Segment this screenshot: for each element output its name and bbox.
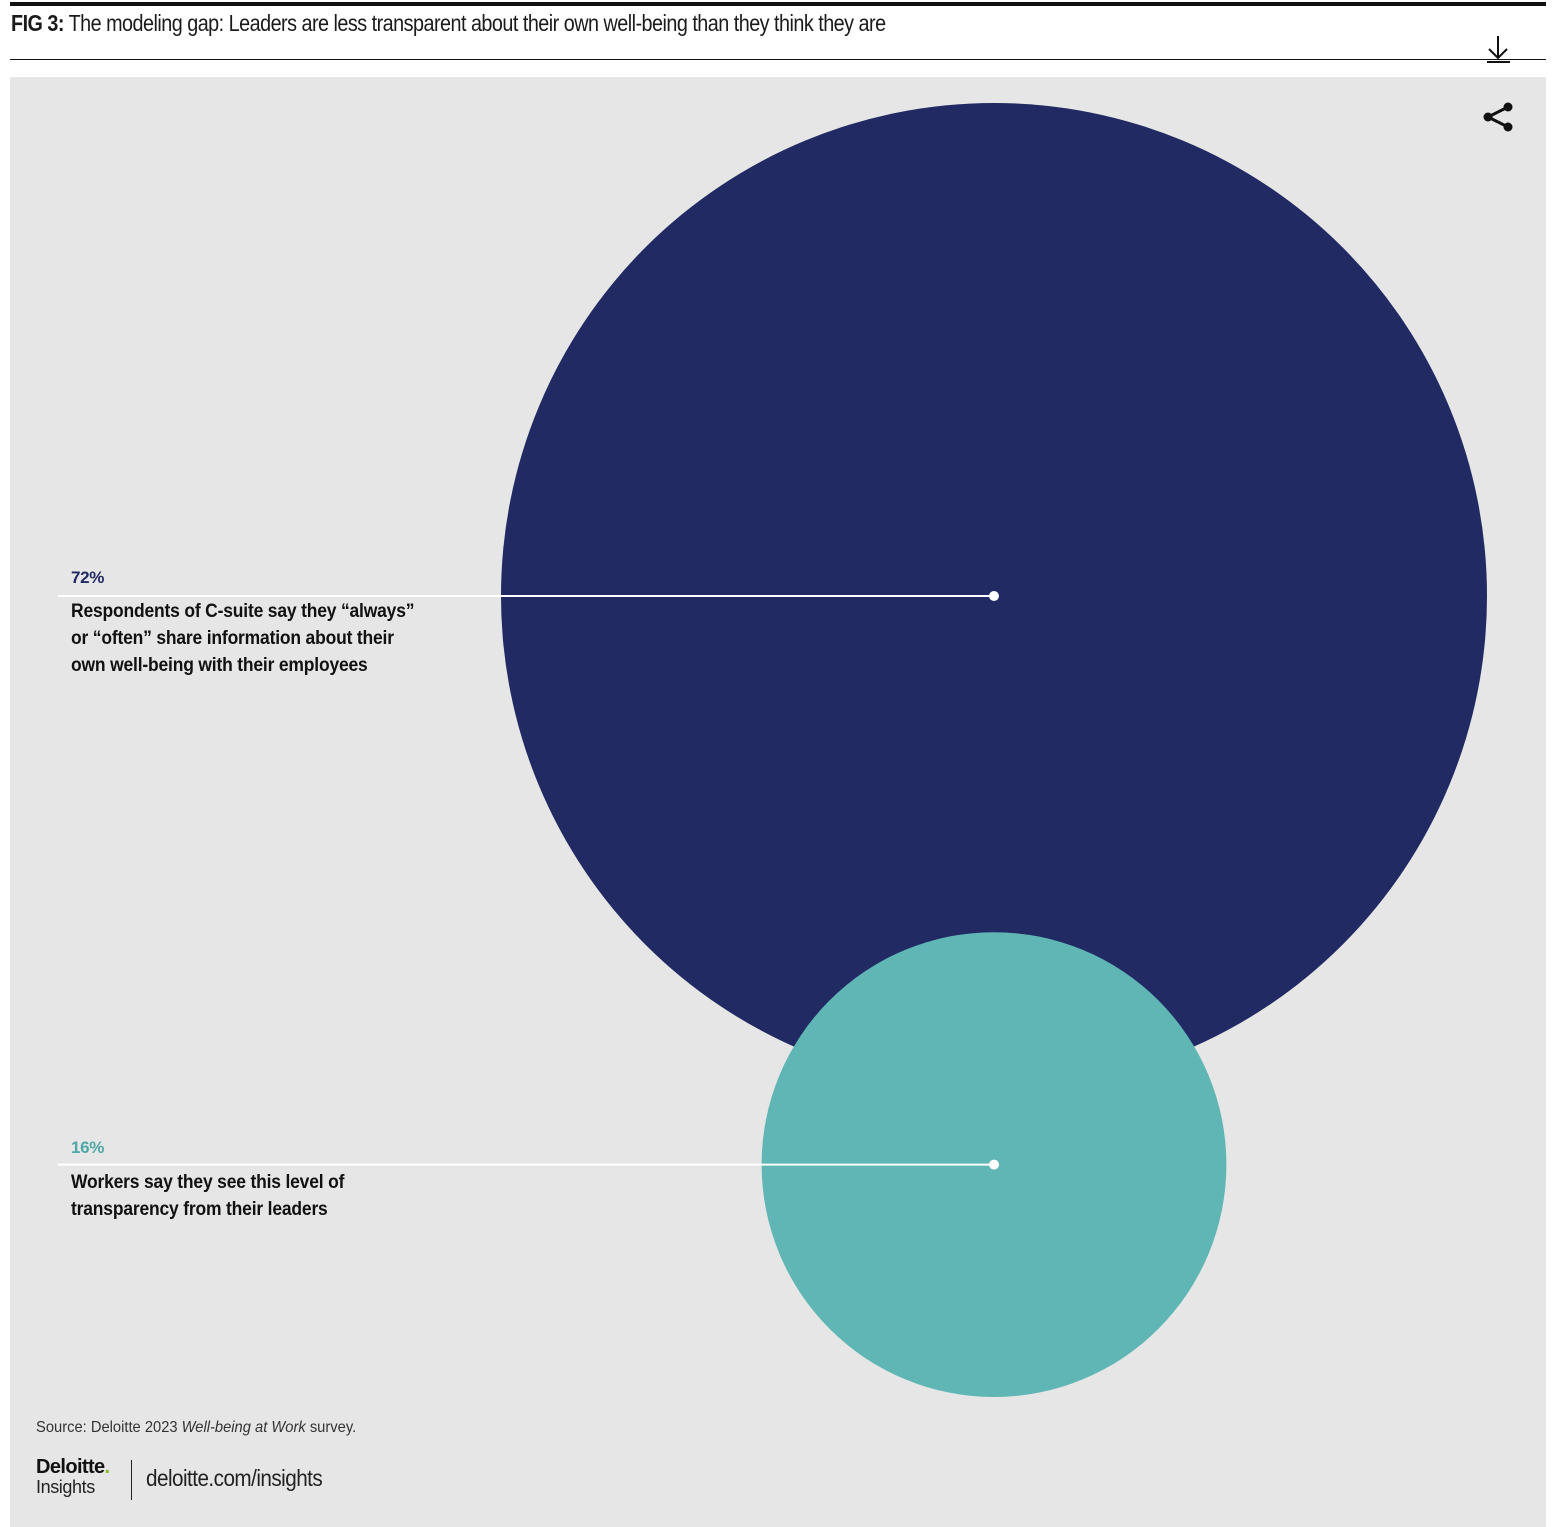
download-button[interactable] bbox=[1484, 34, 1514, 66]
value-label-workers: 16% bbox=[71, 1138, 105, 1157]
source-survey-name: Well-being at Work bbox=[181, 1419, 306, 1436]
source-suffix: survey. bbox=[305, 1419, 357, 1436]
logo-divider bbox=[131, 1460, 132, 1500]
share-icon bbox=[1483, 102, 1513, 132]
share-button[interactable] bbox=[1478, 98, 1518, 136]
source-prefix: Source: Deloitte 2023 bbox=[36, 1419, 182, 1436]
download-icon bbox=[1487, 36, 1510, 63]
top-rule bbox=[10, 2, 1546, 6]
logo-brand: Deloitte bbox=[36, 1456, 105, 1478]
logo-dot: . bbox=[104, 1456, 111, 1478]
center-dot bbox=[989, 591, 999, 601]
figure-title: FIG 3: The modeling gap: Leaders are les… bbox=[11, 10, 886, 37]
description-workers: Workers say they see this level of trans… bbox=[71, 1169, 471, 1223]
center-dot bbox=[989, 1159, 999, 1170]
description-line: own well-being with their employees bbox=[71, 655, 368, 676]
description-c-suite: Respondents of C-suite say they “always”… bbox=[71, 598, 501, 679]
title-rule bbox=[10, 59, 1546, 60]
figure-title-text: The modeling gap: Leaders are less trans… bbox=[68, 10, 887, 36]
site-link[interactable]: deloitte.com/insights bbox=[146, 1465, 323, 1491]
logo-subtitle: Insights bbox=[36, 1477, 95, 1497]
source-note: Source: Deloitte 2023 Well-being at Work… bbox=[36, 1419, 356, 1437]
deloitte-insights-logo: Deloitte. Insights bbox=[36, 1457, 110, 1497]
description-line: Respondents of C-suite say they “always” bbox=[71, 601, 415, 622]
figure-label: FIG 3: bbox=[11, 10, 64, 36]
description-line: Workers say they see this level of bbox=[71, 1172, 345, 1193]
description-line: or “often” share information about their bbox=[71, 628, 394, 649]
value-label-c-suite: 72% bbox=[71, 568, 105, 587]
description-line: transparency from their leaders bbox=[71, 1199, 328, 1220]
